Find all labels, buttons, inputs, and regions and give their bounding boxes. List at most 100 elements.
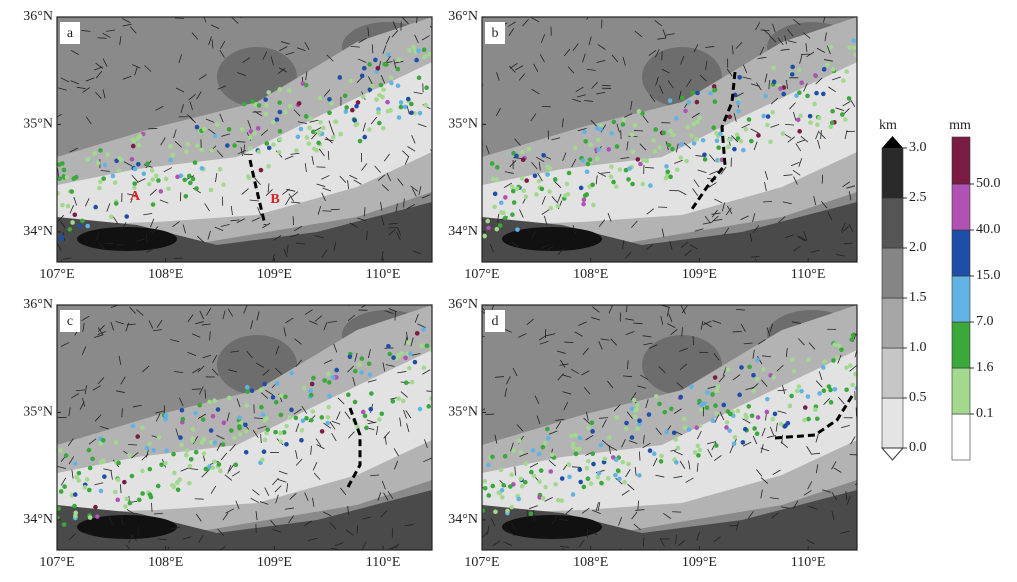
rain-dot [486, 493, 491, 498]
rain-dot [185, 142, 190, 147]
rain-dot [327, 380, 332, 385]
rain-dot [821, 92, 826, 97]
rain-dot [102, 474, 107, 479]
rain-dot [354, 123, 359, 128]
rain-dot [318, 120, 323, 125]
rain-dot [577, 447, 582, 452]
rain-dot [755, 431, 760, 436]
rain-dot [265, 141, 270, 146]
rain-dot [229, 428, 234, 433]
rain-dot [217, 462, 222, 467]
rain-dot [822, 388, 827, 393]
rain-dot [415, 331, 420, 336]
rain-dot [297, 101, 302, 106]
rain-dot [537, 479, 542, 484]
rain-dot [837, 343, 842, 348]
rain-dot [95, 514, 100, 519]
rain-dot [105, 152, 110, 157]
rain-dot [532, 474, 537, 479]
rain-dot [421, 327, 426, 332]
rain-dot [537, 452, 542, 457]
rain-dot [170, 153, 175, 158]
rain-dot [58, 448, 63, 453]
rain-dot [702, 152, 707, 157]
rain-dot [99, 489, 104, 494]
rain-dot [135, 434, 140, 439]
rain-dot [408, 351, 413, 356]
rain-dot [495, 165, 500, 170]
rain-dot [586, 162, 591, 167]
rain-dot [283, 394, 288, 399]
rain-dot [299, 127, 304, 132]
rain-dot [179, 443, 184, 448]
rain-dot [789, 394, 794, 399]
rain-dot [98, 148, 103, 153]
rain-dot [713, 99, 718, 104]
rain-dot [376, 110, 381, 115]
rain-dot [184, 149, 189, 154]
rain-dot [338, 132, 343, 137]
rain-dot [426, 404, 431, 409]
rain-dot [267, 146, 272, 151]
rain-dot [518, 477, 523, 482]
rain-dot [711, 125, 716, 130]
rain-dot [520, 176, 525, 181]
rain-dot [344, 105, 349, 110]
rain-dot [331, 135, 336, 140]
rain-dot [589, 481, 594, 486]
rain-dot [567, 475, 572, 480]
rain-dot [830, 120, 835, 125]
colorbar-tick-label: 0.0 [909, 440, 927, 455]
rain-dot [523, 480, 528, 485]
rain-dot [109, 214, 114, 219]
rain-dot [626, 462, 631, 467]
rain-dot [727, 137, 732, 142]
colorbar-bin [952, 137, 970, 184]
rain-dot [327, 111, 332, 116]
rain-dot [117, 156, 122, 161]
rain-dot [495, 227, 500, 232]
rain-dot [500, 495, 505, 500]
rain-dot [609, 131, 614, 136]
rain-dot [822, 67, 827, 72]
rain-dot [131, 144, 136, 149]
rain-dot [59, 489, 64, 494]
rain-dot [103, 163, 108, 168]
rain-dot [527, 147, 532, 152]
colorbar-bin [952, 322, 970, 368]
rain-dot [310, 382, 315, 387]
rain-dot [419, 343, 424, 348]
rain-dot [686, 125, 691, 130]
rain-dot [200, 166, 205, 171]
wind-barb [534, 513, 535, 522]
rain-dot [808, 120, 813, 125]
rain-dot [590, 451, 595, 456]
rain-dot [284, 424, 289, 429]
rain-dot [189, 457, 194, 462]
rain-dot [794, 93, 799, 98]
rain-dot [283, 110, 288, 115]
rain-dot [534, 192, 539, 197]
rain-dot [796, 117, 801, 122]
rain-dot [790, 357, 795, 362]
rain-dot [640, 182, 645, 187]
rain-dot [237, 415, 242, 420]
rain-dot [741, 148, 746, 153]
wind-barb [322, 211, 331, 212]
y-tick-label: 36°N [448, 297, 478, 312]
rain-dot [377, 417, 382, 422]
rain-dot [840, 112, 845, 117]
rain-dot [715, 389, 720, 394]
rain-dot [766, 114, 771, 119]
rain-dot [711, 418, 716, 423]
rain-dot [343, 109, 348, 114]
rain-dot [692, 141, 697, 146]
rain-dot [410, 380, 415, 385]
rain-dot [795, 389, 800, 394]
rain-dot [493, 509, 498, 514]
rain-dot [683, 425, 688, 430]
rain-dot [505, 509, 510, 514]
rain-dot [175, 480, 180, 485]
rain-dot [664, 176, 669, 181]
rain-dot [499, 200, 504, 205]
